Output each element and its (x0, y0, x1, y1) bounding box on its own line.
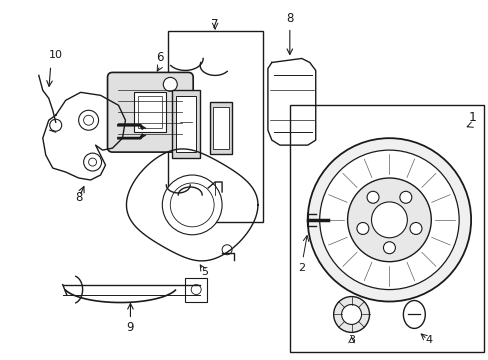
Circle shape (383, 242, 395, 254)
Circle shape (170, 183, 214, 227)
Circle shape (191, 285, 201, 294)
Bar (213, 107, 228, 149)
Circle shape (162, 175, 222, 235)
FancyBboxPatch shape (107, 72, 193, 152)
Bar (210, 102, 232, 154)
Circle shape (163, 77, 177, 91)
Text: 9: 9 (126, 321, 134, 334)
Circle shape (319, 150, 458, 289)
Circle shape (366, 191, 378, 203)
Bar (185, 278, 207, 302)
Circle shape (83, 153, 102, 171)
Text: 5: 5 (201, 267, 208, 276)
Bar (168, 31, 263, 222)
Text: 2: 2 (298, 263, 305, 273)
Bar (172, 90, 200, 158)
Ellipse shape (403, 301, 425, 328)
Circle shape (341, 305, 361, 324)
Text: 8: 8 (75, 192, 82, 204)
Circle shape (79, 110, 99, 130)
Text: 7: 7 (211, 18, 219, 31)
Bar (138, 96, 162, 128)
Circle shape (307, 138, 470, 302)
Bar (176, 96, 196, 152)
Circle shape (347, 178, 430, 262)
Text: 4: 4 (425, 336, 432, 345)
Circle shape (399, 191, 411, 203)
Circle shape (222, 245, 232, 255)
Bar (289, 105, 483, 352)
Bar (134, 92, 166, 132)
Circle shape (333, 297, 369, 332)
Circle shape (83, 115, 93, 125)
Text: 1: 1 (467, 111, 475, 124)
Text: 6: 6 (156, 51, 164, 64)
Circle shape (409, 222, 421, 234)
Text: 3: 3 (347, 336, 354, 345)
Circle shape (88, 158, 96, 166)
Circle shape (50, 119, 61, 131)
Circle shape (371, 202, 407, 238)
Text: 10: 10 (49, 50, 62, 60)
Text: 8: 8 (285, 12, 293, 25)
Circle shape (356, 222, 368, 234)
